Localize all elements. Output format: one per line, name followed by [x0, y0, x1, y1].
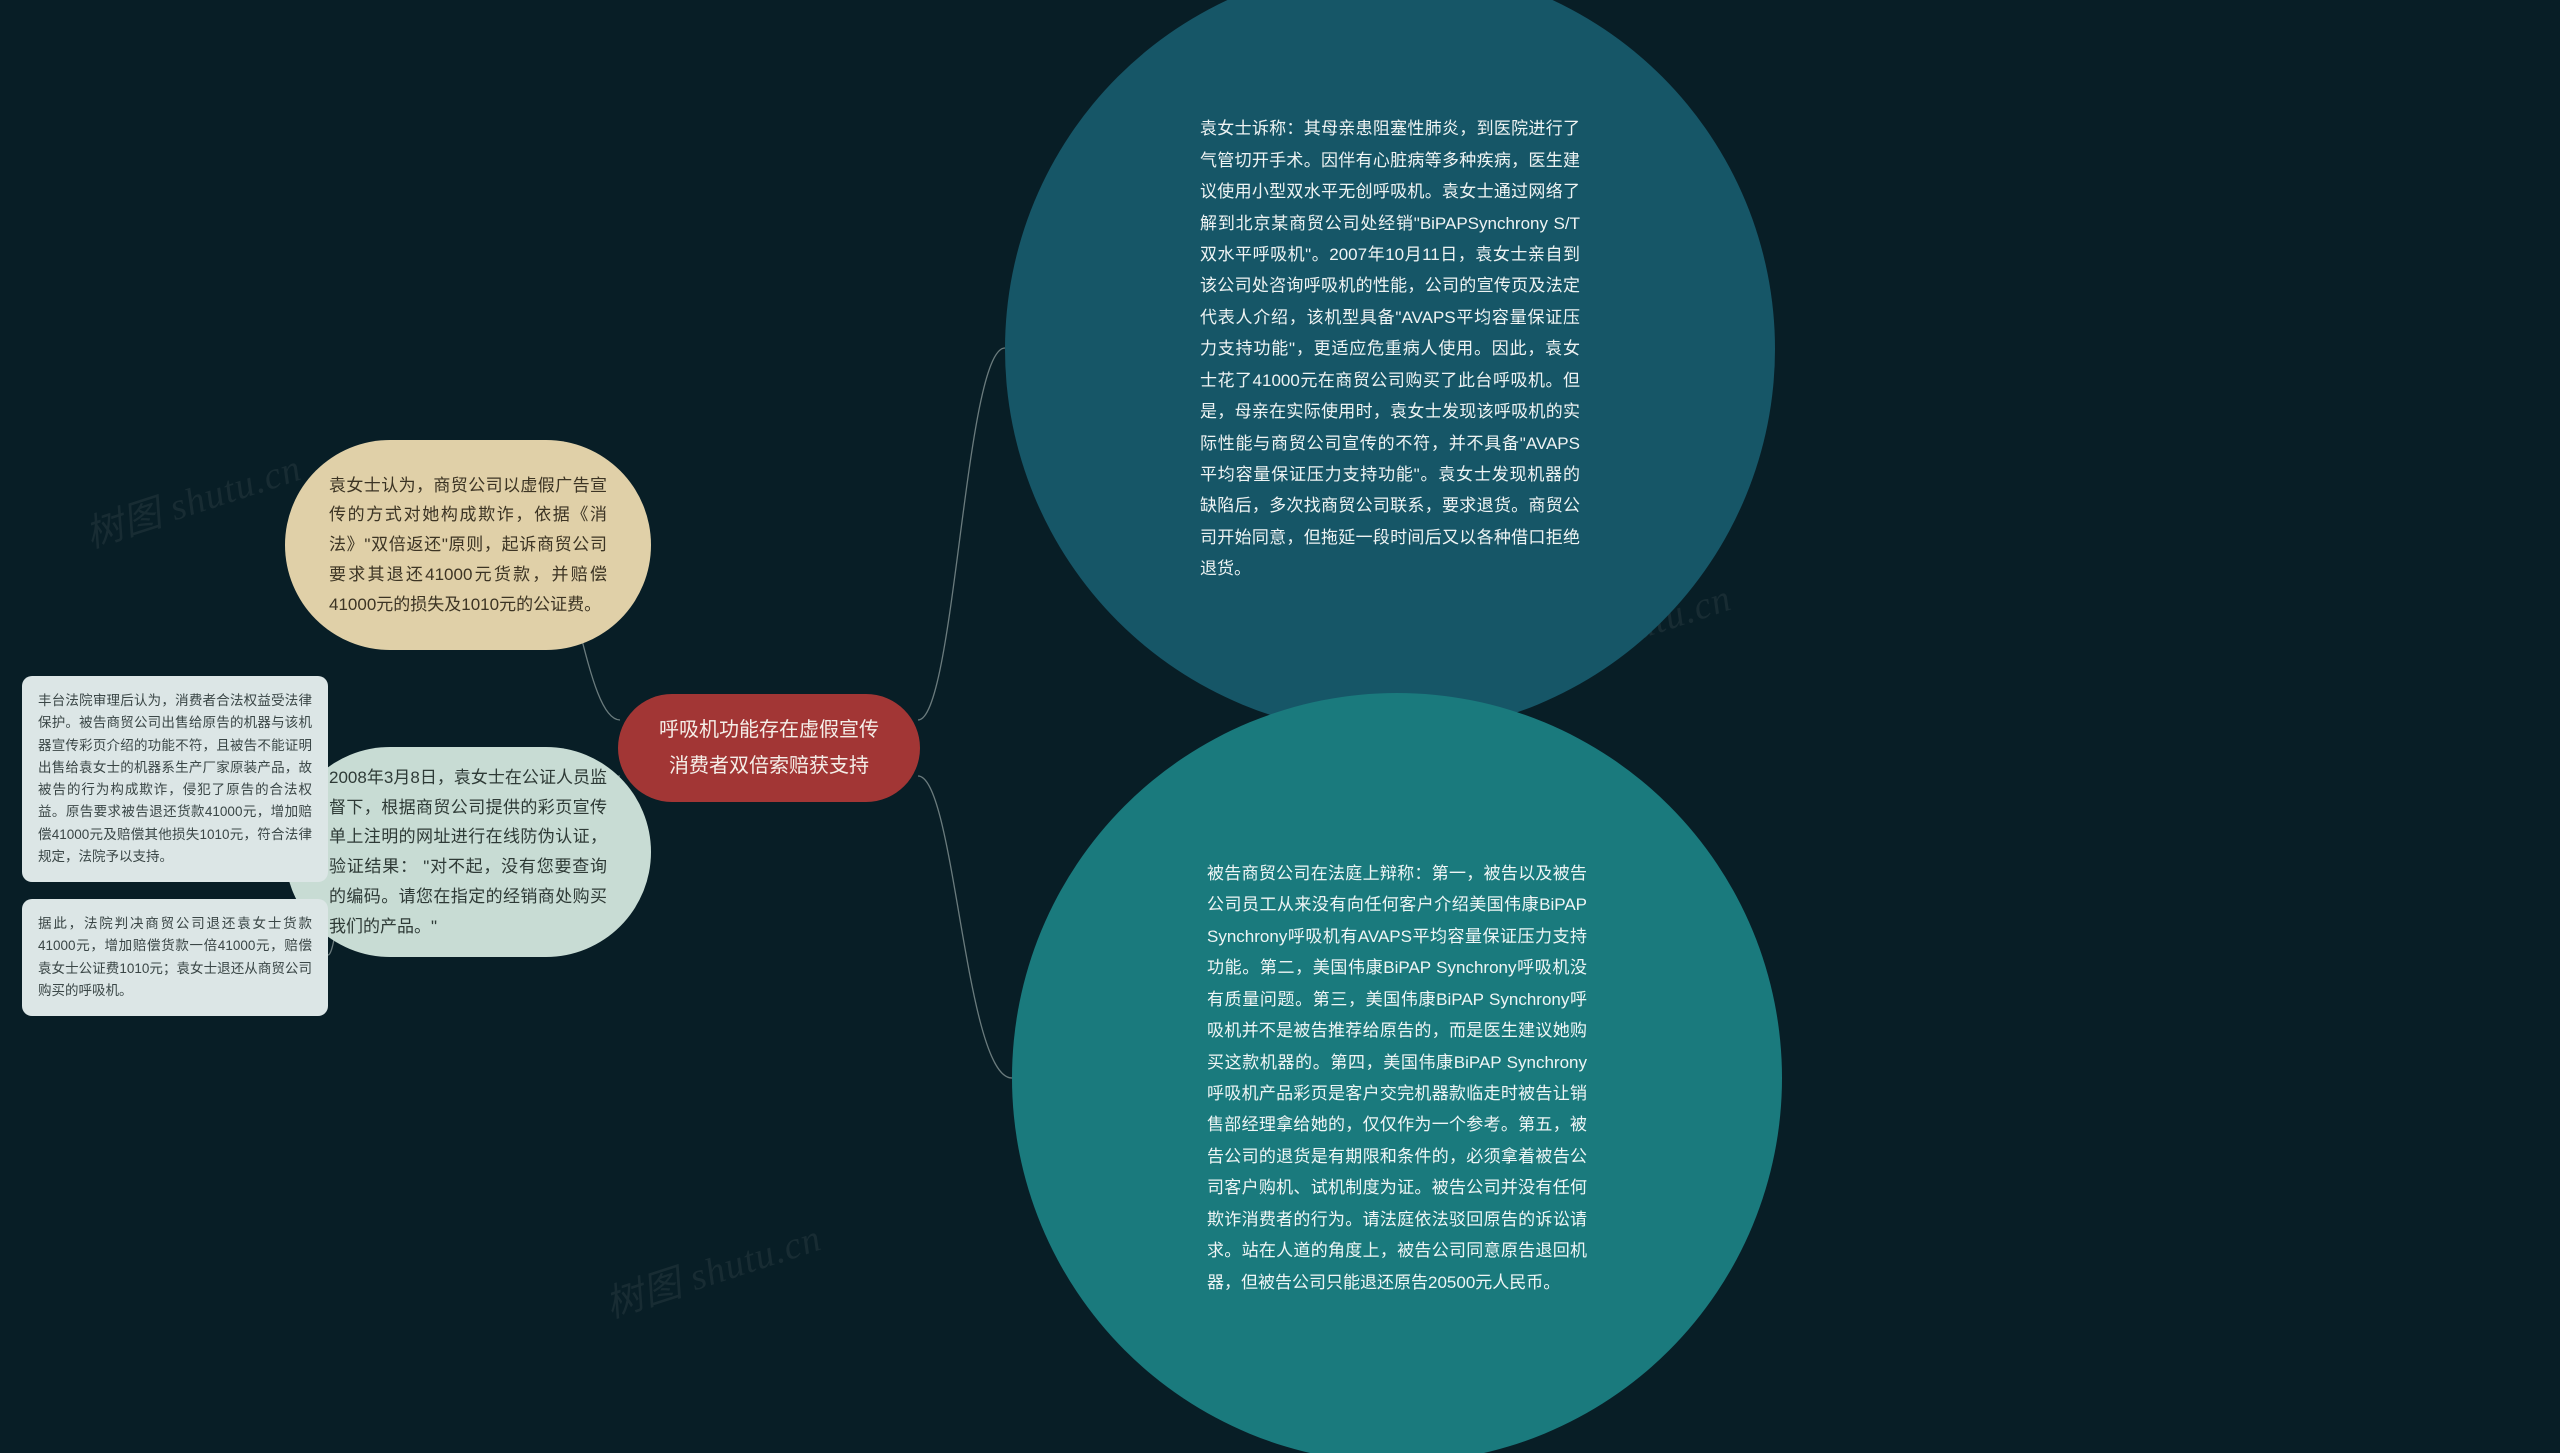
watermark: 树图 shutu.cn [597, 1207, 827, 1329]
right-big-1-text: 袁女士诉称：其母亲患阻塞性肺炎，到医院进行了气管切开手术。因伴有心脏病等多种疾病… [1200, 113, 1580, 585]
left-sub-1[interactable]: 丰台法院审理后认为，消费者合法权益受法律保护。被告商贸公司出售给原告的机器与该机… [22, 676, 328, 882]
left-branch-a-text: 袁女士认为，商贸公司以虚假广告宣传的方式对她构成欺诈，依据《消法》"双倍返还"原… [329, 471, 607, 620]
right-big-1[interactable]: 袁女士诉称：其母亲患阻塞性肺炎，到医院进行了气管切开手术。因伴有心脏病等多种疾病… [1005, 0, 1775, 734]
left-branch-b[interactable]: 2008年3月8日，袁女士在公证人员监督下，根据商贸公司提供的彩页宣传单上注明的… [285, 747, 651, 957]
left-sub-2[interactable]: 据此，法院判决商贸公司退还袁女士货款41000元，增加赔偿货款一倍41000元，… [22, 899, 328, 1016]
center-node-text: 呼吸机功能存在虚假宣传 消费者双倍索赔获支持 [659, 712, 879, 784]
mindmap-canvas: 树图 shutu.cn 树图 shutu.cn 树图 shutu.cn 树图 s… [0, 0, 2560, 1453]
left-branch-a[interactable]: 袁女士认为，商贸公司以虚假广告宣传的方式对她构成欺诈，依据《消法》"双倍返还"原… [285, 440, 651, 650]
center-node[interactable]: 呼吸机功能存在虚假宣传 消费者双倍索赔获支持 [618, 694, 920, 802]
watermark: 树图 shutu.cn [77, 437, 307, 559]
left-branch-b-text: 2008年3月8日，袁女士在公证人员监督下，根据商贸公司提供的彩页宣传单上注明的… [329, 763, 607, 942]
right-big-2[interactable]: 被告商贸公司在法庭上辩称：第一，被告以及被告公司员工从来没有向任何客户介绍美国伟… [1012, 693, 1782, 1453]
connector-path [918, 348, 1008, 720]
left-sub-2-text: 据此，法院判决商贸公司退还袁女士货款41000元，增加赔偿货款一倍41000元，… [38, 916, 312, 998]
left-sub-1-text: 丰台法院审理后认为，消费者合法权益受法律保护。被告商贸公司出售给原告的机器与该机… [38, 693, 312, 864]
right-big-2-text: 被告商贸公司在法庭上辩称：第一，被告以及被告公司员工从来没有向任何客户介绍美国伟… [1207, 858, 1587, 1298]
connector-path [918, 776, 1014, 1078]
